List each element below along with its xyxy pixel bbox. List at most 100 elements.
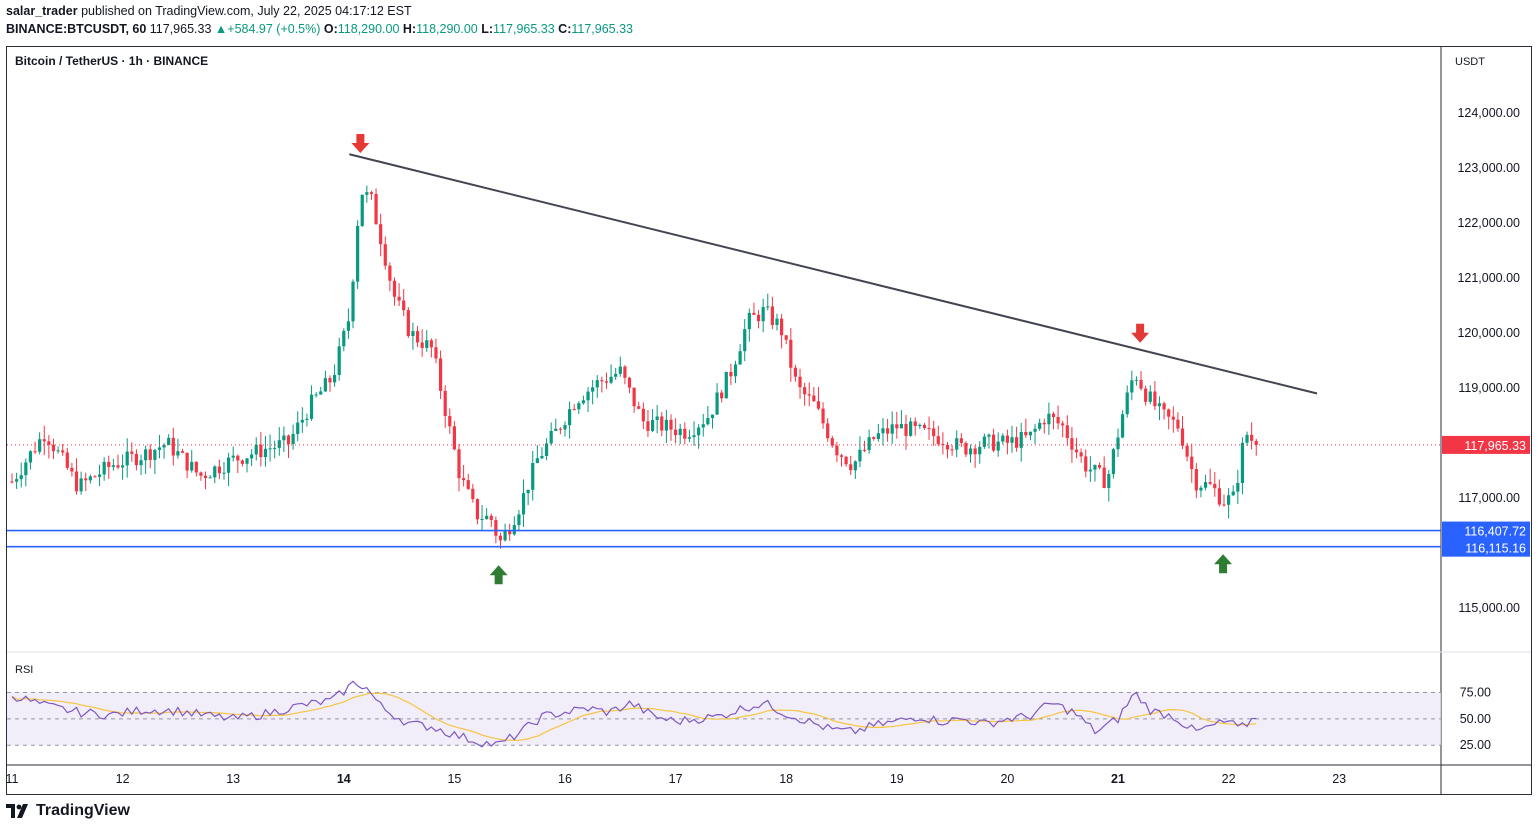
candle-body [508,530,512,535]
author-name[interactable]: salar_trader [6,4,78,18]
candle-body [1199,487,1203,491]
candle-body [678,428,682,436]
x-tick-label: 17 [669,772,683,786]
candle-body [351,281,355,322]
candle-body [457,449,461,479]
candle-body [600,380,604,382]
candle-body [337,346,341,375]
down-arrow-marker [351,134,370,153]
candle-body [904,424,908,436]
candle-body [1038,422,1042,429]
y-tick-label: 122,000.00 [1457,216,1520,230]
candle-body [240,460,245,464]
candle-body [724,371,728,399]
candle-body [867,437,871,451]
candle-body [821,408,825,424]
candle-body [1157,403,1162,407]
candle-body [88,476,92,481]
up-triangle-icon: ▲ [214,22,228,36]
candle-body [1231,491,1235,496]
candle-body [623,366,627,378]
x-tick-label: 12 [116,772,130,786]
candle-body [1153,391,1157,407]
high-value: 118,290.00 [416,22,478,36]
candle-body [586,391,590,401]
price-chart[interactable]: Bitcoin / TetherUS · 1h · BINANCE USDT 124… [7,47,1531,794]
candle-body [1061,423,1065,426]
candle-body [844,456,848,465]
candle-body [706,418,710,425]
candle-body [309,394,314,419]
candle-body [167,437,171,445]
up-arrow-marker [489,565,508,585]
candle-body [826,423,830,439]
candle-body [286,435,291,445]
x-tick-label: 19 [890,772,904,786]
candle-body [1065,425,1069,439]
candle-body [849,464,853,471]
candle-body [609,376,613,383]
candle-body [369,192,374,194]
candle-body [365,192,369,195]
close-label: C: [558,22,572,36]
candle-body [153,449,157,460]
candle-body [397,296,401,301]
y-tick-label: 115,000.00 [1458,601,1520,615]
candle-body [144,449,148,461]
candle-body [872,437,876,439]
candle-body [761,307,765,322]
close-value: 117,965.33 [571,22,634,36]
candle-body [646,421,650,431]
candle-body [604,381,609,383]
candle-body [895,424,899,429]
candle-body [641,408,645,422]
candle-body [766,306,770,308]
candle-body [968,448,973,455]
candle-body [273,447,277,449]
candle-body [1024,431,1028,436]
candle-body [535,458,539,464]
candle-body [342,330,346,347]
candle-body [1176,419,1180,429]
candle-body [1097,464,1102,468]
candle-body [1185,445,1189,457]
candle-body [328,378,332,383]
candle-body [1139,379,1143,389]
candle-body [1148,391,1152,402]
candle-body [1116,437,1120,450]
candle-body [121,465,125,468]
candle-body [420,342,424,348]
candle-body [1208,482,1212,484]
candle-body [1245,434,1249,443]
candle-body [1056,417,1060,424]
candle-body [568,409,572,426]
candle-body [1180,428,1185,446]
candle-body [134,453,139,466]
candle-body [130,451,134,454]
candle-body [1240,442,1245,483]
candle-body [1254,440,1258,445]
candle-body [392,280,397,297]
candle-body [655,416,659,420]
candle-body [176,451,180,456]
candle-body [793,367,798,377]
candle-body [194,461,198,473]
candle-body [664,419,668,431]
candle-body [434,347,438,359]
candle-body [1130,380,1134,393]
candle-body [996,441,1000,451]
brand-name: TradingView [36,802,130,819]
y-tick-label: 120,000.00 [1457,326,1520,340]
x-tick-label: 21 [1111,772,1125,786]
candle-body [1162,403,1166,410]
candle-body [236,455,240,461]
candle-body [572,409,576,411]
candle-body [531,463,535,490]
candle-body [282,435,286,441]
candle-body [28,451,33,463]
candle-body [383,244,387,266]
candle-body [614,373,618,377]
chart-panel[interactable]: Bitcoin / TetherUS · 1h · BINANCE USDT 124… [6,46,1532,795]
candle-body [56,450,60,452]
candle-body [102,461,106,475]
